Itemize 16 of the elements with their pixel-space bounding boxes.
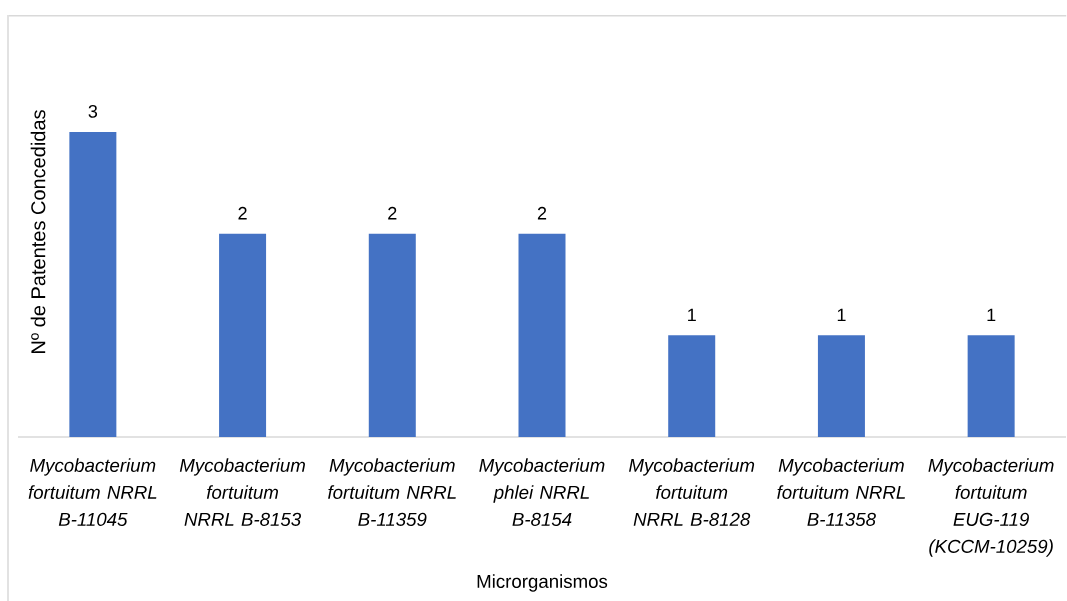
data-label: 2 xyxy=(388,206,397,220)
x-axis-title: Microrganismos xyxy=(477,574,608,592)
x-tick-label: Mycobacterium fortuitum NRRL B-8128 xyxy=(629,458,755,526)
x-tick-label: Mycobacterium fortuitum EUG-119 (KCCM-10259) xyxy=(928,458,1054,557)
x-tick-label: Mycobacterium fortuitum NRRL B-11358 xyxy=(777,458,905,526)
data-label: 2 xyxy=(238,206,247,220)
x-tick-label: Mycobacterium fortuitum NRRL B-8153 xyxy=(179,458,305,526)
x-tick-label: Mycobacterium fortuitum NRRL B-11045 xyxy=(28,458,157,526)
data-label: 1 xyxy=(987,308,996,322)
y-axis-title: Nº de Patentes Concedidas xyxy=(30,110,46,353)
x-tick-label: Mycobacterium fortuitum NRRL B-11359 xyxy=(328,458,456,526)
x-tick-label: Mycobacterium phlei NRRL B-8154 xyxy=(479,458,605,526)
data-label: 1 xyxy=(837,308,846,322)
data-label: 3 xyxy=(88,104,98,118)
data-label: 1 xyxy=(688,308,696,322)
data-label: 2 xyxy=(537,206,547,220)
